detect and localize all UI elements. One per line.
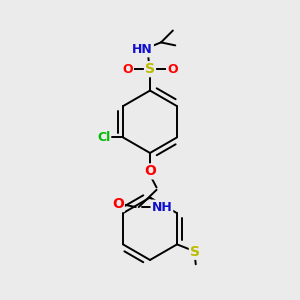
Text: HN: HN	[132, 43, 153, 56]
Text: O: O	[122, 63, 133, 76]
Text: NH: NH	[152, 201, 172, 214]
Text: S: S	[190, 245, 200, 259]
Text: O: O	[144, 164, 156, 178]
Text: O: O	[167, 63, 178, 76]
Text: S: S	[145, 62, 155, 76]
Text: Cl: Cl	[97, 131, 110, 144]
Text: O: O	[112, 197, 124, 211]
